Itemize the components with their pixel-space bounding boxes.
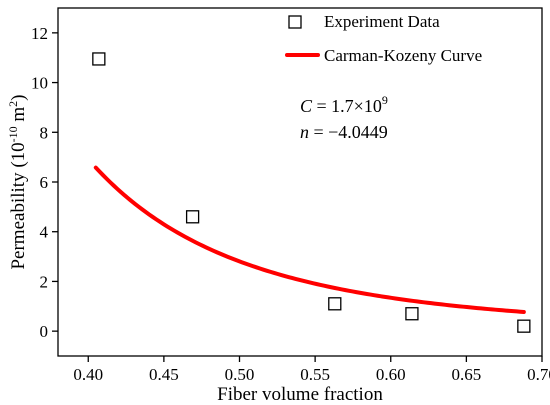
legend-label-curve: Carman-Kozeny Curve xyxy=(324,46,482,65)
annotation-c: C = 1.7×109 xyxy=(300,93,388,116)
y-tick-label: 12 xyxy=(31,24,48,43)
legend-label-experiment: Experiment Data xyxy=(324,12,440,31)
x-tick-label: 0.50 xyxy=(225,365,255,384)
experiment-point xyxy=(405,307,419,321)
y-tick-label: 2 xyxy=(40,272,49,291)
x-tick-label: 0.45 xyxy=(149,365,179,384)
x-tick-label: 0.55 xyxy=(300,365,330,384)
carman-kozeny-curve xyxy=(93,165,526,314)
annotation-n: n = −4.0449 xyxy=(300,122,388,142)
experiment-point xyxy=(517,319,531,333)
x-tick-label: 0.60 xyxy=(376,365,406,384)
legend: Experiment Data Carman-Kozeny Curve xyxy=(285,12,482,65)
x-axis-label: Fiber volume fraction xyxy=(217,384,383,405)
y-tick-label: 4 xyxy=(40,223,49,242)
x-axis: 0.40 0.45 0.50 0.55 0.60 0.65 0.70 xyxy=(73,356,550,384)
x-tick-label: 0.65 xyxy=(452,365,482,384)
experiment-point xyxy=(328,297,342,311)
y-tick-label: 0 xyxy=(40,322,49,341)
x-tick-label: 0.40 xyxy=(73,365,103,384)
experiment-point xyxy=(92,52,106,66)
y-axis: 0 2 4 6 8 10 12 xyxy=(31,24,58,341)
y-tick-label: 10 xyxy=(31,74,48,93)
y-tick-label: 6 xyxy=(40,173,49,192)
legend-marker-experiment xyxy=(288,15,302,29)
y-axis-label: Permeability (10-10 m2) xyxy=(6,94,29,269)
experiment-point xyxy=(185,210,200,224)
y-tick-label: 8 xyxy=(40,123,49,142)
experiment-markers xyxy=(92,52,531,333)
x-tick-label: 0.70 xyxy=(527,365,550,384)
